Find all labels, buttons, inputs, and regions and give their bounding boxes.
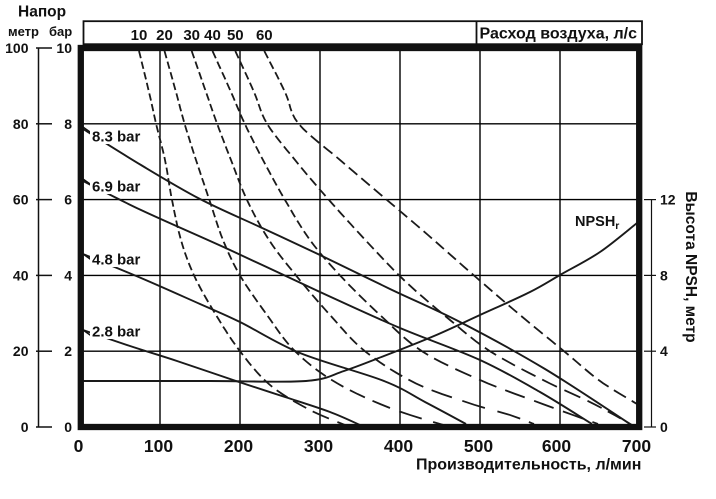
svg-text:6: 6	[64, 192, 72, 208]
svg-text:10: 10	[56, 40, 72, 56]
svg-text:80: 80	[13, 116, 29, 132]
svg-text:NPSHr: NPSHr	[575, 214, 619, 232]
svg-text:Высота NPSH, метр: Высота NPSH, метр	[682, 191, 699, 342]
svg-text:700: 700	[622, 436, 651, 456]
svg-text:100: 100	[144, 436, 173, 456]
svg-text:8: 8	[64, 116, 72, 132]
svg-text:8: 8	[660, 267, 668, 283]
svg-text:20: 20	[156, 27, 173, 44]
svg-text:8.3 bar: 8.3 bar	[92, 129, 141, 146]
svg-text:Производительность, л/мин: Производительность, л/мин	[416, 457, 641, 474]
svg-text:20: 20	[13, 343, 29, 359]
svg-text:0: 0	[64, 419, 72, 435]
svg-text:0: 0	[21, 419, 29, 435]
svg-text:0: 0	[74, 436, 84, 456]
svg-text:40: 40	[13, 267, 29, 283]
svg-text:50: 50	[227, 27, 244, 44]
svg-text:40: 40	[204, 27, 221, 44]
svg-text:Расход воздуха, л/с: Расход воздуха, л/с	[480, 26, 638, 43]
svg-text:12: 12	[660, 192, 676, 208]
svg-text:600: 600	[542, 436, 571, 456]
svg-text:10: 10	[131, 27, 148, 44]
svg-text:60: 60	[13, 192, 29, 208]
svg-text:60: 60	[256, 27, 273, 44]
svg-text:400: 400	[384, 436, 413, 456]
svg-text:2.8 bar: 2.8 bar	[92, 324, 141, 341]
svg-text:200: 200	[224, 436, 253, 456]
svg-text:300: 300	[304, 436, 333, 456]
svg-text:0: 0	[660, 419, 668, 435]
svg-text:бар: бар	[49, 24, 72, 39]
svg-text:4.8 bar: 4.8 bar	[92, 252, 141, 269]
svg-text:4: 4	[64, 267, 72, 283]
svg-text:Напор: Напор	[18, 4, 66, 21]
svg-text:2: 2	[64, 343, 72, 359]
svg-text:100: 100	[5, 40, 29, 56]
svg-text:4: 4	[660, 343, 668, 359]
svg-text:6.9 bar: 6.9 bar	[92, 179, 141, 196]
svg-text:500: 500	[464, 436, 493, 456]
svg-text:30: 30	[183, 27, 200, 44]
svg-text:метр: метр	[8, 24, 39, 39]
